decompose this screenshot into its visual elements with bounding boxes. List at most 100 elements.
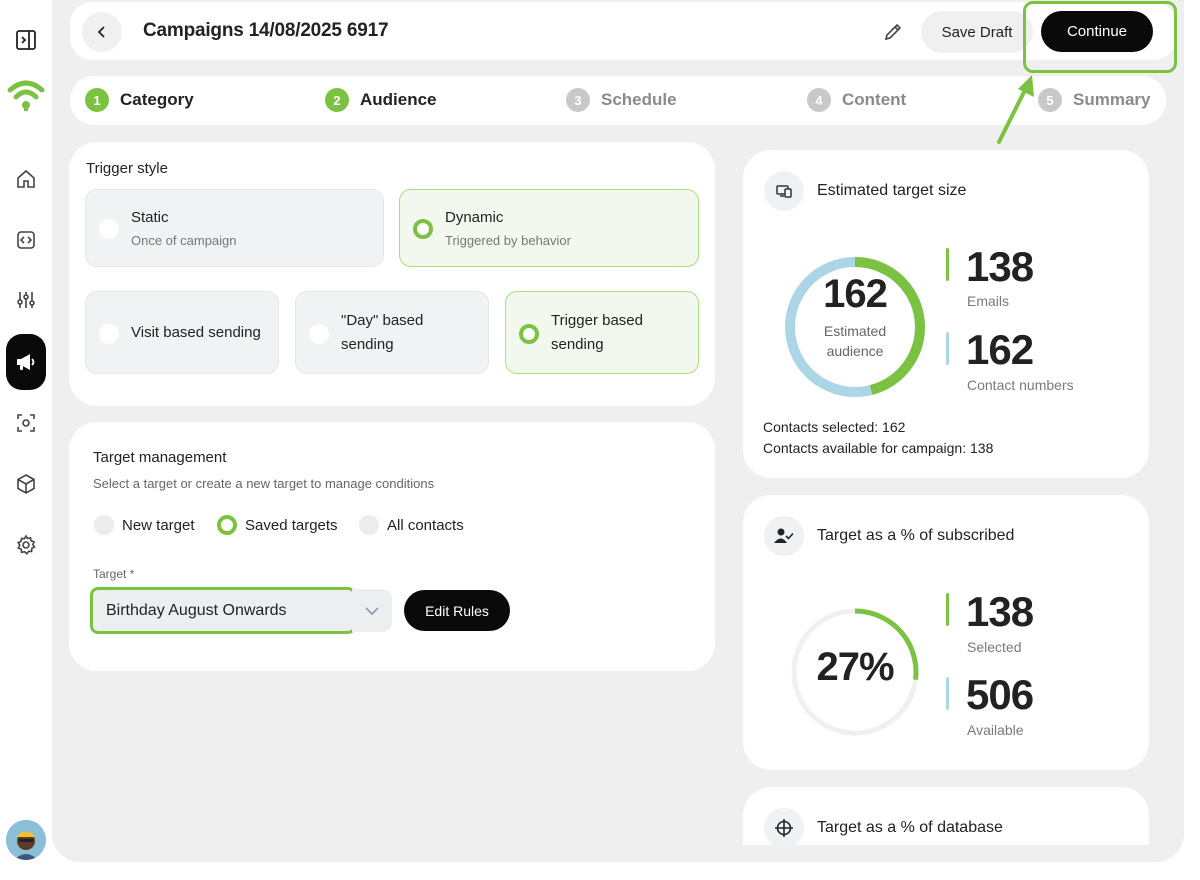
- code-icon: [17, 231, 35, 249]
- contacts-bar: [946, 332, 949, 365]
- step-summary[interactable]: 5 Summary: [1038, 88, 1150, 112]
- available-bar: [946, 677, 949, 710]
- radio-visit-based[interactable]: [99, 324, 119, 344]
- database-card: Target as a % of database: [743, 787, 1149, 848]
- avatar-icon: [6, 820, 46, 860]
- database-title: Target as a % of database: [817, 819, 1003, 836]
- step-audience[interactable]: 2 Audience: [325, 88, 437, 112]
- estimated-target-card: Estimated target size 162 Estimated audi…: [743, 150, 1149, 478]
- saved-targets-label: Saved targets: [245, 517, 338, 534]
- step-number: 2: [325, 88, 349, 112]
- option-trigger-based[interactable]: Trigger based sending: [505, 291, 699, 374]
- continue-button[interactable]: Continue: [1041, 11, 1153, 52]
- cube-icon: [17, 474, 35, 494]
- megaphone-icon: [17, 354, 35, 370]
- radio-saved-targets[interactable]: [217, 515, 237, 535]
- chevron-down-icon: [365, 606, 379, 615]
- continue-highlight: [1023, 1, 1177, 73]
- subscribed-percent-label: 27%: [816, 645, 894, 689]
- target-select[interactable]: Birthday August Onwards: [90, 587, 356, 634]
- estimated-ring-chart: [785, 257, 925, 397]
- target-management-subtitle: Select a target or create a new target t…: [93, 476, 435, 491]
- subscribed-ring-chart: [791, 608, 919, 736]
- radio-all-contacts[interactable]: [359, 515, 379, 535]
- option-dynamic-title: Dynamic: [445, 209, 504, 226]
- home-icon: [17, 169, 35, 188]
- back-button[interactable]: [82, 12, 122, 52]
- radio-new-target[interactable]: [94, 515, 114, 535]
- radio-static[interactable]: [99, 219, 119, 239]
- edit-title-button[interactable]: [880, 19, 906, 45]
- estimated-center-value: 162: [823, 272, 888, 316]
- subscribed-ring-arc: [791, 608, 919, 736]
- sidebar-item-settings[interactable]: [6, 525, 46, 565]
- estimated-title: Estimated target size: [817, 182, 967, 199]
- step-content[interactable]: 4 Content: [807, 88, 906, 112]
- step-schedule[interactable]: 3 Schedule: [566, 88, 677, 112]
- sidebar-item-products[interactable]: [6, 464, 46, 504]
- selected-label: Selected: [967, 639, 1022, 655]
- chevron-left-icon: [97, 26, 105, 38]
- target-select-value: Birthday August Onwards: [106, 602, 287, 619]
- sidebar-item-code[interactable]: [6, 220, 46, 260]
- subscribed-title: Target as a % of subscribed: [817, 527, 1015, 544]
- contacts-value: 162: [966, 326, 1034, 373]
- edit-rules-button[interactable]: Edit Rules: [404, 590, 510, 631]
- sidebar-item-campaigns[interactable]: [6, 334, 46, 390]
- pencil-icon: [884, 23, 902, 41]
- option-static-title: Static: [131, 209, 169, 226]
- sidebar-toggle-button[interactable]: [6, 20, 46, 60]
- radio-trigger-based[interactable]: [519, 324, 539, 344]
- option-dynamic-subtitle: Triggered by behavior: [445, 233, 571, 248]
- step-number: 4: [807, 88, 831, 112]
- contacts-label: Contact numbers: [967, 377, 1074, 393]
- contacts-available-text: Contacts available for campaign: 138: [763, 440, 994, 456]
- option-static-subtitle: Once of campaign: [131, 233, 237, 248]
- estimated-center-label-2: audience: [826, 343, 884, 359]
- estimated-icon-badge: [764, 171, 804, 211]
- trigger-style-title: Trigger style: [86, 160, 168, 177]
- option-day-based[interactable]: "Day" based sending: [295, 291, 489, 374]
- sidebar-toggle-icon: [16, 30, 36, 50]
- option-day-based-title-2: sending: [341, 336, 394, 353]
- sidebar-item-home[interactable]: [6, 159, 46, 199]
- step-label: Category: [120, 90, 194, 109]
- database-icon-badge: [764, 808, 804, 848]
- target-select-toggle[interactable]: [352, 589, 392, 632]
- devices-icon: [776, 185, 792, 198]
- emails-label: Emails: [967, 293, 1010, 309]
- user-check-icon: [774, 528, 794, 543]
- step-category[interactable]: 1 Category: [85, 88, 194, 112]
- option-trigger-based-title-2: sending: [551, 336, 604, 353]
- estimated-center-label-1: Estimated: [823, 323, 887, 339]
- option-static[interactable]: Static Once of campaign: [85, 189, 384, 267]
- all-contacts-label: All contacts: [387, 517, 464, 534]
- step-label: Content: [842, 90, 907, 109]
- option-trigger-based-title-1: Trigger based: [551, 312, 643, 329]
- gear-icon: [17, 534, 36, 556]
- contacts-selected-text: Contacts selected: 162: [763, 419, 906, 435]
- selected-bar: [946, 593, 949, 626]
- option-day-based-title-1: "Day" based: [341, 312, 424, 329]
- annotation-arrow-icon: [997, 75, 1034, 144]
- avatar[interactable]: [6, 820, 46, 860]
- option-visit-based[interactable]: Visit based sending: [85, 291, 279, 374]
- radio-dynamic[interactable]: [413, 219, 433, 239]
- sidebar-item-controls[interactable]: [6, 280, 46, 320]
- save-draft-button[interactable]: Save Draft: [921, 11, 1033, 53]
- trigger-style-card: Trigger style Static Once of campaign Dy…: [69, 142, 715, 406]
- logo: [6, 73, 46, 115]
- target-field-label: Target *: [93, 567, 135, 581]
- radio-day-based[interactable]: [309, 324, 329, 344]
- selected-value: 138: [966, 588, 1034, 635]
- option-dynamic[interactable]: Dynamic Triggered by behavior: [399, 189, 699, 267]
- sidebar-item-scan[interactable]: [6, 403, 46, 443]
- option-visit-based-title: Visit based sending: [131, 324, 261, 341]
- wifi-logo-icon: [7, 80, 45, 111]
- subscribed-icon-badge: [764, 516, 804, 556]
- step-label: Schedule: [601, 90, 677, 109]
- step-label: Summary: [1073, 90, 1151, 109]
- subscribed-card: Target as a % of subscribed 27% 138 Sele…: [743, 495, 1149, 770]
- sidebar: [0, 0, 52, 880]
- header-bar: Campaigns 14/08/2025 6917 Save Draft: [70, 2, 1176, 60]
